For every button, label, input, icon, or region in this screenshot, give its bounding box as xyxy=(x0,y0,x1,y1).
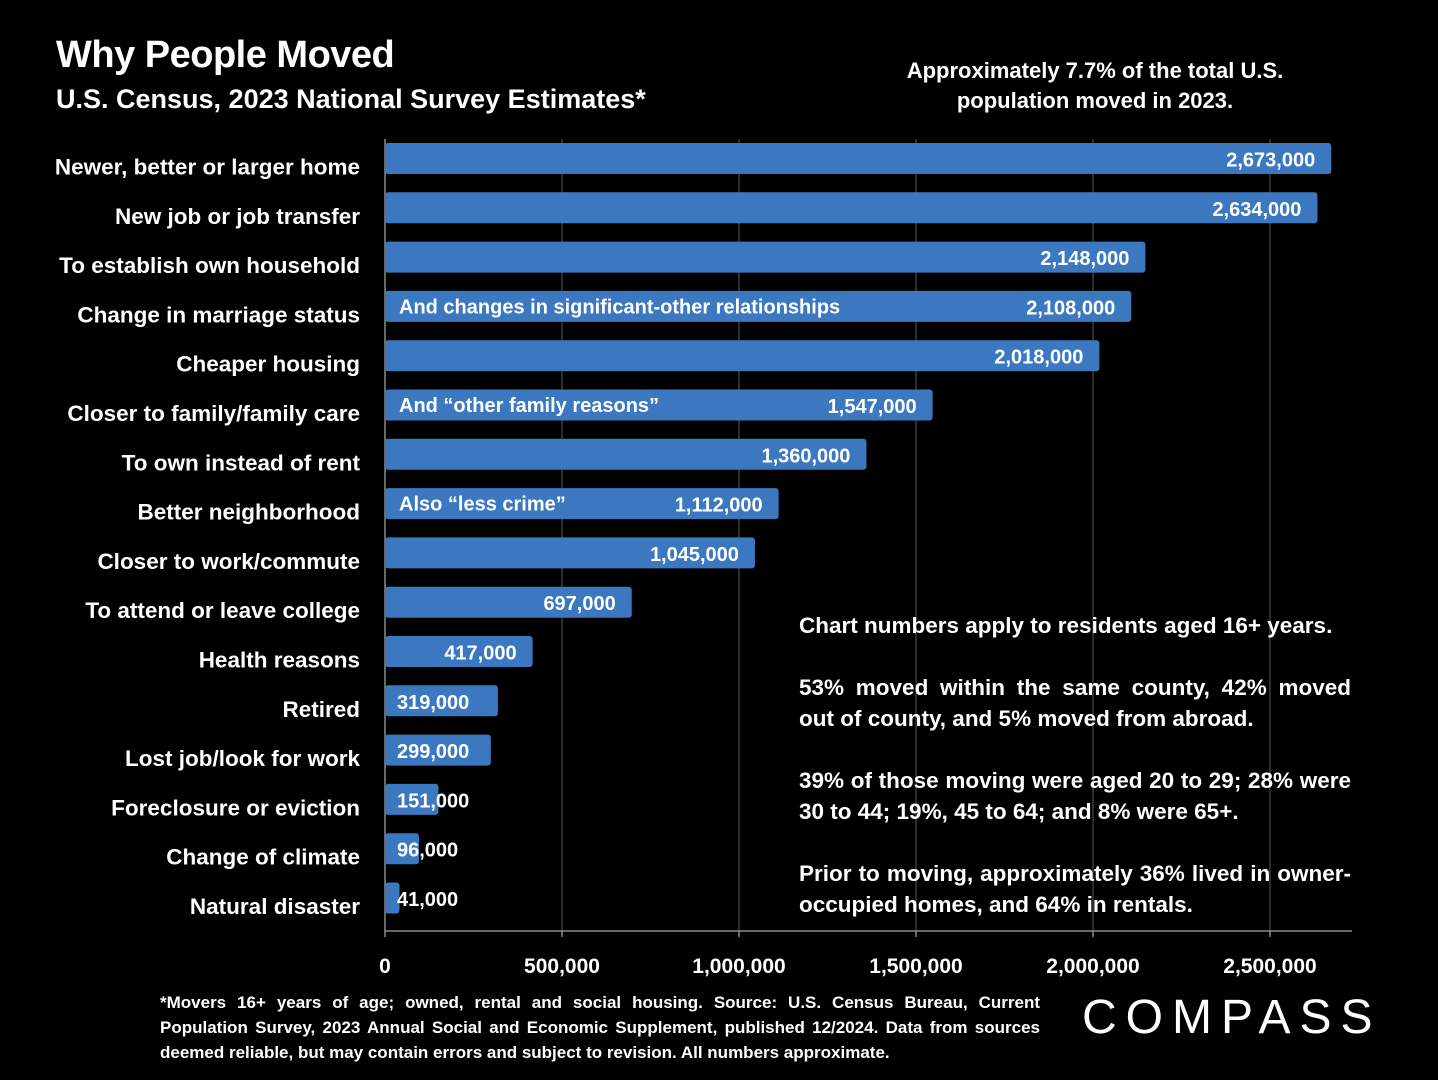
bar xyxy=(385,192,1318,224)
category-label: To own instead of rent xyxy=(122,450,361,475)
note-prior-housing: Prior to moving, approximately 36% lived… xyxy=(799,861,1351,917)
bar xyxy=(385,636,533,667)
bar xyxy=(385,389,933,421)
data-label: 96,000 xyxy=(397,840,458,862)
notes-panel: Chart numbers apply to residents aged 16… xyxy=(799,610,1351,951)
x-tick-label: 1,500,000 xyxy=(869,955,962,978)
bar xyxy=(385,537,755,569)
category-label: Change in marriage status xyxy=(77,302,360,327)
data-label: 2,108,000 xyxy=(1026,297,1115,319)
x-tick-label: 2,000,000 xyxy=(1046,955,1139,978)
data-label: 319,000 xyxy=(397,692,469,714)
bar xyxy=(385,685,498,717)
bar xyxy=(385,290,1132,322)
x-tick-label: 1,000,000 xyxy=(692,955,785,978)
bar xyxy=(385,783,439,815)
category-label: Better neighborhood xyxy=(138,500,360,525)
bar-annotation: And “other family reasons” xyxy=(399,395,659,417)
bar xyxy=(385,143,1332,174)
category-label: Closer to family/family care xyxy=(67,401,360,426)
category-label: Change of climate xyxy=(166,845,360,870)
compass-logo: COMPASS xyxy=(1082,991,1382,1044)
category-label: To attend or leave college xyxy=(85,598,360,623)
category-label: New job or job transfer xyxy=(115,204,360,229)
footnote: *Movers 16+ years of age; owned, rental … xyxy=(160,993,1040,1062)
bar xyxy=(385,586,632,618)
bar xyxy=(385,734,491,766)
category-label: Newer, better or larger home xyxy=(55,155,360,180)
bar xyxy=(385,488,779,520)
note-age: Chart numbers apply to residents aged 16… xyxy=(799,613,1333,638)
category-label: Cheaper housing xyxy=(176,352,360,377)
category-label: To establish own household xyxy=(59,253,360,278)
data-label: 151,000 xyxy=(397,790,469,812)
category-label: Health reasons xyxy=(199,648,360,673)
data-label: 417,000 xyxy=(444,643,516,665)
bar xyxy=(385,882,400,914)
category-label: Closer to work/commute xyxy=(97,549,360,574)
bar xyxy=(385,833,419,865)
chart-subtitle: U.S. Census, 2023 National Survey Estima… xyxy=(56,84,646,114)
data-label: 1,112,000 xyxy=(675,495,763,517)
chart-title: Why People Moved xyxy=(56,34,395,76)
category-label: Lost job/look for work xyxy=(125,746,360,771)
bar-annotation: And changes in significant-other relatio… xyxy=(399,296,840,318)
data-label: 41,000 xyxy=(397,889,458,911)
category-label: Retired xyxy=(282,697,360,722)
data-label: 1,045,000 xyxy=(650,544,739,566)
bar-annotation: Also “less crime” xyxy=(399,494,566,516)
category-label: Natural disaster xyxy=(190,894,360,919)
data-label: 2,018,000 xyxy=(994,347,1083,369)
x-tick-label: 500,000 xyxy=(524,955,600,978)
bar xyxy=(385,241,1146,273)
x-tick-label: 0 xyxy=(379,955,391,978)
data-label: 1,547,000 xyxy=(828,396,917,418)
data-label: 697,000 xyxy=(543,593,615,615)
data-label: 299,000 xyxy=(397,741,469,763)
category-label: Foreclosure or eviction xyxy=(111,795,360,820)
note-county: 53% moved within the same county, 42% mo… xyxy=(799,675,1351,731)
data-label: 2,673,000 xyxy=(1226,150,1315,172)
bar xyxy=(385,438,867,470)
data-label: 2,634,000 xyxy=(1212,199,1301,221)
data-label: 1,360,000 xyxy=(761,445,850,467)
x-tick-label: 2,500,000 xyxy=(1223,955,1316,978)
population-moved-note: Approximately 7.7% of the total U.S. pop… xyxy=(906,58,1284,113)
data-label: 2,148,000 xyxy=(1040,248,1129,270)
bar xyxy=(385,340,1100,372)
note-age-groups: 39% of those moving were aged 20 to 29; … xyxy=(799,768,1351,824)
